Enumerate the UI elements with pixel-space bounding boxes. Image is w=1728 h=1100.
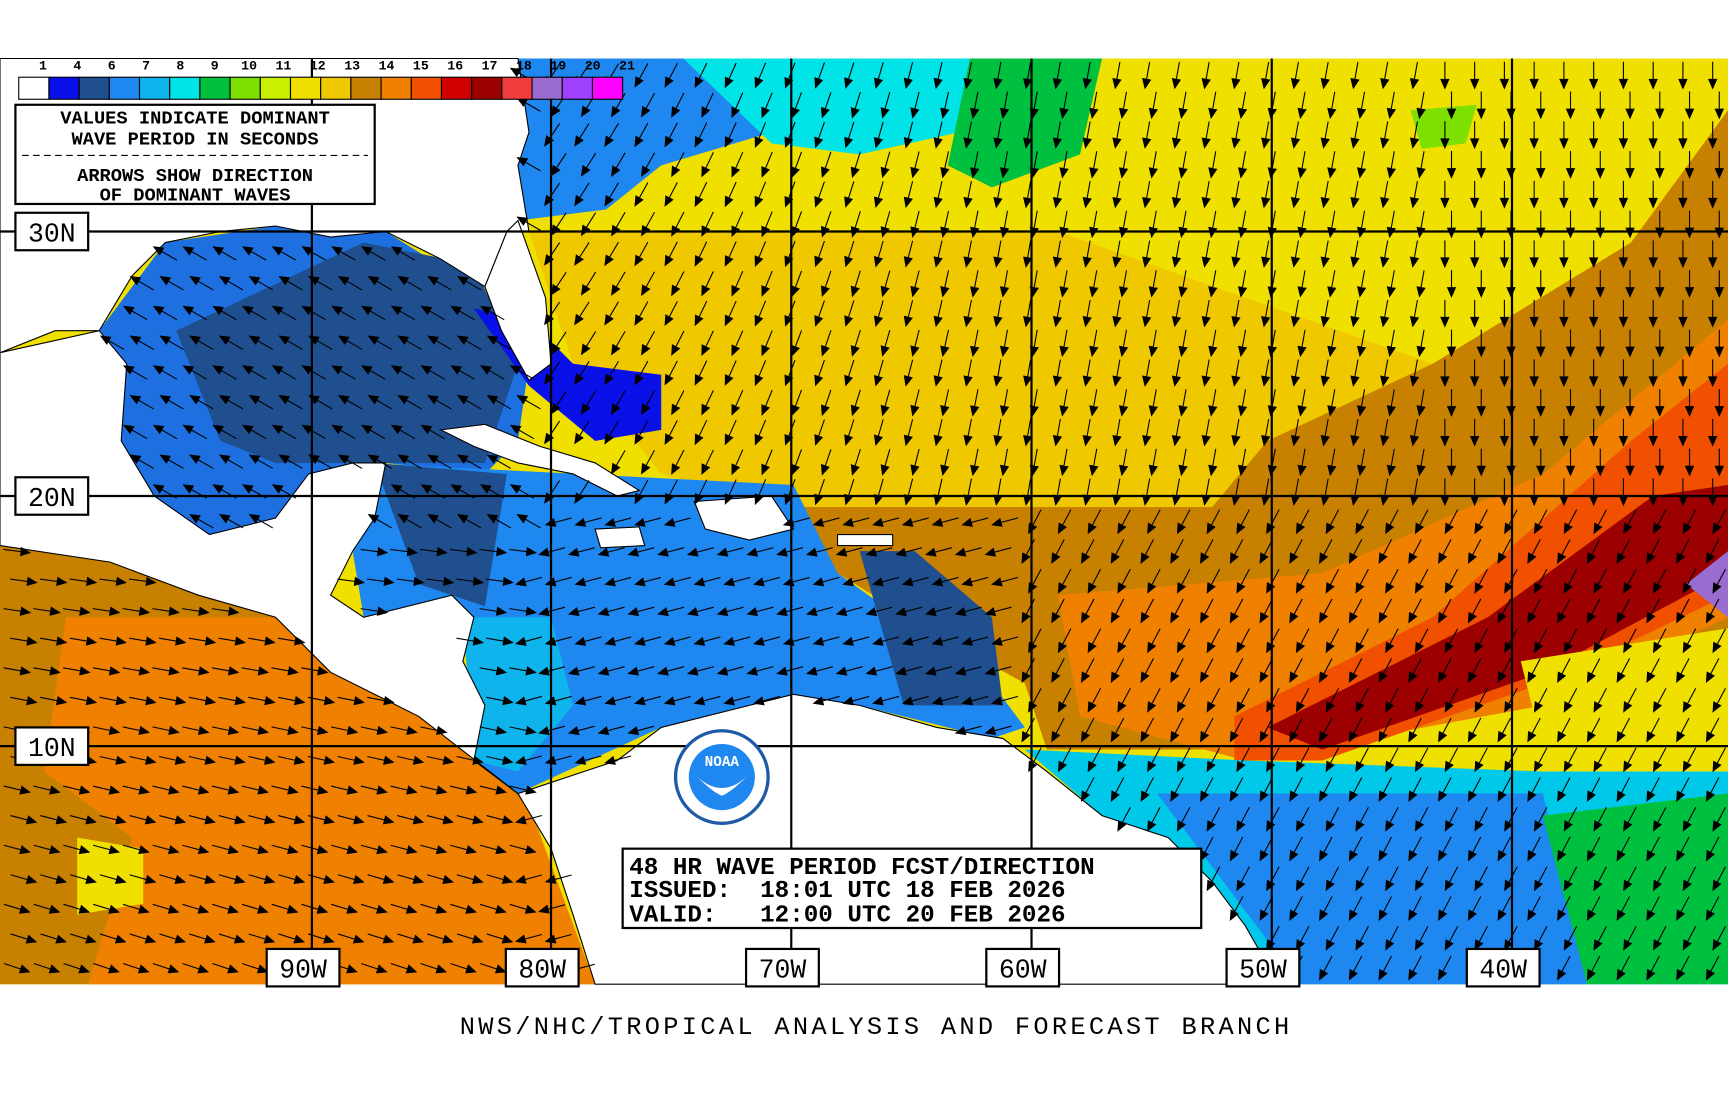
legend-label: 16 (447, 59, 463, 74)
legend-label: 9 (211, 59, 219, 74)
longitude-box (985, 947, 1061, 988)
longitude-label: 80W (518, 956, 566, 986)
legend-label: 11 (276, 59, 292, 74)
legend-label: 1 (39, 59, 47, 74)
longitude-label: 50W (1239, 956, 1287, 986)
legend-label: 8 (176, 59, 184, 74)
legend-swatch (471, 76, 503, 100)
legend-label: 7 (142, 59, 150, 74)
legend-label: 21 (619, 59, 635, 74)
legend-swatch (501, 76, 533, 100)
note-line: VALUES INDICATE DOMINANT (60, 108, 330, 130)
legend-swatch (108, 76, 141, 100)
longitude-box (1225, 947, 1301, 988)
longitude-label: 40W (1479, 956, 1527, 986)
forecast-valid: VALID: 12:00 UTC 20 FEB 2026 (629, 902, 1065, 929)
longitude-box (744, 947, 820, 988)
legend-swatch (320, 76, 352, 100)
legend-label: 17 (482, 59, 498, 74)
legend-swatch (410, 76, 443, 100)
longitude-box (265, 947, 341, 988)
noaa-logo: NOAA (673, 729, 770, 825)
notes-box: VALUES INDICATE DOMINANT WAVE PERIOD IN … (14, 103, 376, 207)
legend-swatch (199, 76, 231, 100)
legend-label: 19 (550, 59, 566, 74)
legend-swatch (350, 76, 382, 100)
arrow (3, 61, 1726, 981)
forecast-box: 48 HR WAVE PERIOD FCST/DIRECTION ISSUED:… (621, 847, 1203, 929)
legend-label: 6 (108, 59, 116, 74)
legend-swatch (440, 76, 473, 100)
note-line: WAVE PERIOD IN SECONDS (71, 128, 318, 150)
longitude-label: 60W (999, 956, 1047, 986)
latitude-label: 20N (28, 484, 76, 514)
logo-text: NOAA (705, 755, 740, 771)
legend-swatch (591, 76, 624, 100)
legend-label: 4 (73, 59, 81, 74)
latitude-box (14, 211, 90, 252)
wave-direction-arrows (3, 61, 1726, 981)
latitude-label: 10N (28, 734, 76, 764)
legend-label: 13 (344, 59, 360, 74)
legend-swatch (169, 76, 201, 100)
legend-swatch (78, 76, 110, 100)
longitude-box (1465, 947, 1541, 988)
legend-label: 14 (379, 59, 395, 74)
legend-swatch (561, 76, 594, 100)
latitude-box (14, 726, 90, 766)
legend-label: 12 (310, 59, 326, 74)
legend-swatch (48, 76, 80, 100)
footer: NWS/NHC/TROPICAL ANALYSIS AND FORECAST B… (460, 1013, 1293, 1042)
legend-swatch (289, 76, 322, 100)
legend-swatch (380, 76, 412, 100)
forecast-issued: ISSUED: 18:01 UTC 18 FEB 2026 (629, 878, 1065, 905)
latitude-label: 30N (28, 219, 76, 249)
legend-label: 18 (516, 59, 532, 74)
legend-swatch (18, 76, 50, 100)
note-line: ARROWS SHOW DIRECTION (77, 165, 313, 187)
forecast-title: 48 HR WAVE PERIOD FCST/DIRECTION (629, 855, 1094, 882)
longitude-box (504, 947, 580, 988)
longitude-label: 90W (279, 956, 327, 986)
longitude-label: 70W (759, 956, 807, 986)
legend: 1 4 6 7 8 9 10 11 12 13 14 15 16 17 18 19 20 21 (18, 59, 635, 100)
legend-label: 10 (241, 59, 257, 74)
legend-label: 15 (413, 59, 429, 74)
note-line: OF DOMINANT WAVES (100, 185, 291, 207)
period-fields (0, 58, 1728, 985)
graticule (0, 58, 1728, 985)
legend-swatch (229, 76, 261, 100)
legend-swatch (138, 76, 171, 100)
legend-swatch (259, 76, 292, 100)
legend-swatch (531, 76, 563, 100)
legend-label: 20 (585, 59, 601, 74)
coordinate-labels: 30N 20N 10N 90W 80W 70W 60W 50W 40W (14, 211, 1541, 988)
latitude-box (14, 476, 90, 516)
